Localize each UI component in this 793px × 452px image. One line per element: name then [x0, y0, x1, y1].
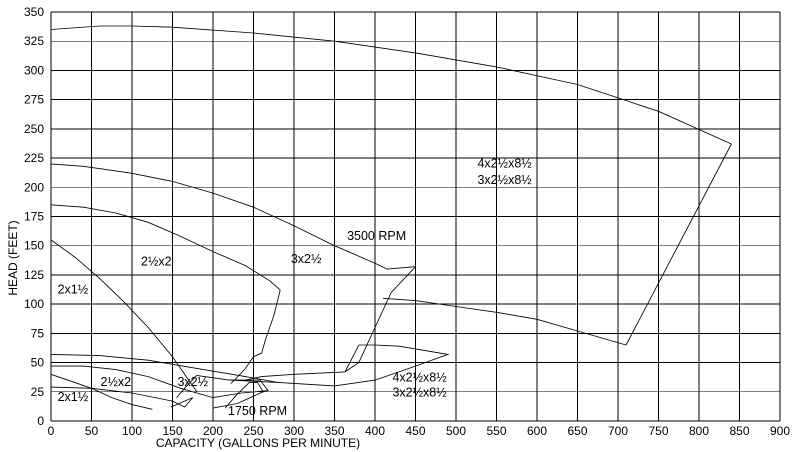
x-tick-label: 500 [446, 424, 466, 438]
y-tick-label: 150 [24, 239, 44, 253]
x-tick-label: 600 [527, 424, 547, 438]
x-tick-label: 450 [405, 424, 425, 438]
region-label: 4x2½x8½ [477, 156, 532, 170]
curve-segment-12 [50, 373, 153, 410]
region-label: 4x2½x8½ [392, 370, 447, 384]
y-tick-label: 350 [24, 5, 44, 19]
x-tick-label: 300 [284, 424, 304, 438]
x-tick-label: 250 [243, 424, 263, 438]
y-tick-label: 0 [37, 414, 44, 428]
curve-segment-6 [50, 204, 281, 291]
x-tick-label: 800 [689, 424, 709, 438]
region-label: 3x2½x8½ [477, 173, 532, 187]
region-label: 2½x2 [141, 255, 172, 269]
y-tick-label: 200 [24, 180, 44, 194]
region-label: 3x2½ [177, 375, 208, 389]
curve-segment-15 [229, 344, 450, 387]
x-tick-label: 650 [567, 424, 587, 438]
grid [50, 11, 781, 422]
curve-segment-3 [383, 297, 627, 346]
x-tick-label: 0 [48, 424, 55, 438]
region-label: 3x2½ [291, 252, 322, 266]
curve-segment-2 [625, 143, 732, 346]
curves [50, 25, 732, 410]
y-tick-label: 325 [24, 34, 44, 48]
y-tick-label: 175 [24, 210, 44, 224]
curve-segment-14 [212, 381, 264, 409]
x-tick-label: 400 [365, 424, 385, 438]
x-tick-label: 900 [770, 424, 790, 438]
x-tick-label: 50 [85, 424, 99, 438]
y-tick-label: 225 [24, 151, 44, 165]
curve-segment-8 [50, 239, 198, 393]
curve-segment-1 [50, 25, 732, 145]
x-tick-label: 750 [648, 424, 668, 438]
tick-labels: 0 50 100 150 200 250 300 350 400 450 500 550 600 650 7… [24, 5, 790, 438]
x-axis-title: CAPACITY (GALLONS PER MINUTE) [156, 436, 360, 450]
x-tick-label: 150 [162, 424, 182, 438]
y-tick-label: 75 [31, 326, 45, 340]
region-label: 3500 RPM [347, 229, 406, 243]
y-tick-label: 25 [31, 385, 45, 399]
x-tick-label: 850 [729, 424, 749, 438]
region-label: 1750 RPM [228, 404, 287, 418]
y-tick-label: 100 [24, 297, 44, 311]
y-axis-title: HEAD (FEET) [6, 220, 20, 295]
y-tick-label: 275 [24, 93, 44, 107]
x-tick-label: 100 [122, 424, 142, 438]
curve-segment-4 [50, 163, 416, 270]
y-tick-label: 300 [24, 63, 44, 77]
curve-segment-5 [344, 266, 416, 373]
y-tick-label: 250 [24, 122, 44, 136]
curve-segment-13 [50, 386, 194, 408]
curve-segment-10 [51, 365, 214, 399]
x-tick-label: 200 [203, 424, 223, 438]
x-tick-label: 700 [608, 424, 628, 438]
curve-segment-9 [50, 353, 278, 383]
x-tick-label: 550 [486, 424, 506, 438]
curve-segment-7 [230, 289, 281, 384]
y-tick-label: 125 [24, 268, 44, 282]
region-label: 2½x2 [101, 375, 132, 389]
region-label: 3x2½x8½ [392, 385, 447, 399]
x-tick-label: 350 [324, 424, 344, 438]
region-label: 2x1½ [58, 283, 89, 297]
region-label: 2x1½ [58, 390, 89, 404]
y-tick-label: 50 [31, 356, 45, 370]
